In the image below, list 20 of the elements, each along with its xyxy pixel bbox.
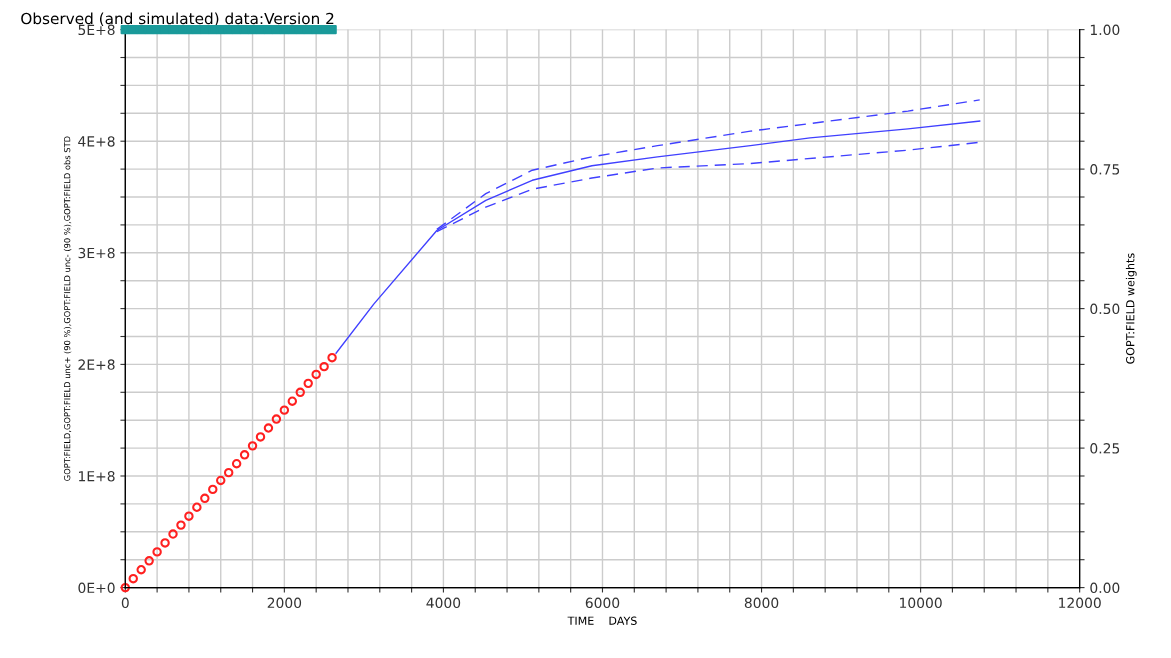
x-axis-title: TIME DAYS bbox=[567, 616, 637, 625]
x-tick-label: 0 bbox=[121, 597, 129, 609]
y-tick-label: 1E+8 bbox=[79, 470, 115, 482]
y2-tick-label: 0.50 bbox=[1090, 303, 1120, 315]
y-axis-title: GOPT:FIELD,GOPT:FIELD unc+ (90 %),GOPT:FIELD unc- (90 %),GOPT:FIELD obs STD bbox=[63, 136, 72, 481]
y-tick-label: 3E+8 bbox=[78, 247, 115, 259]
x-tick-label: 2000 bbox=[267, 597, 302, 609]
y2-tick-label: 0.25 bbox=[1090, 443, 1120, 454]
y2-tick-label: 1.00 bbox=[1090, 24, 1120, 36]
y-tick-label: 0E+0 bbox=[78, 582, 115, 594]
y-tick-label: 2E+8 bbox=[78, 359, 115, 370]
x-tick-label: 12000 bbox=[1059, 597, 1101, 609]
x-tick-label: 4000 bbox=[426, 597, 461, 609]
x-tick-label: 10000 bbox=[900, 597, 942, 609]
y2-tick-label: 0.75 bbox=[1090, 164, 1120, 175]
y2-axis-title: GOPT:FIELD weights bbox=[1125, 253, 1137, 364]
y2-tick-label: 0.00 bbox=[1090, 582, 1120, 594]
y-tick-label: 4E+8 bbox=[78, 136, 115, 147]
x-tick-label: 8000 bbox=[744, 597, 779, 609]
x-tick-label: 6000 bbox=[585, 597, 620, 609]
